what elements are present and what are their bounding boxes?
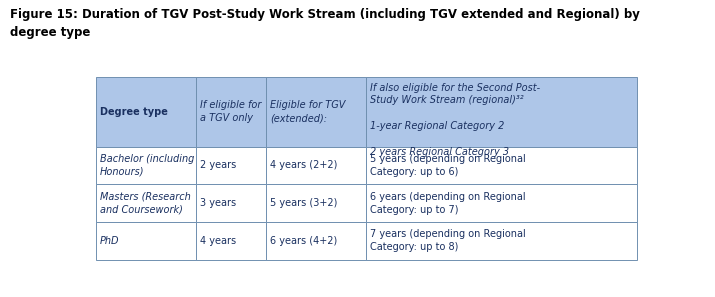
Bar [96, 146, 196, 184]
Bar [267, 77, 366, 146]
Bar [267, 222, 366, 260]
Text: 4 years: 4 years [200, 236, 236, 246]
Text: 3 years: 3 years [200, 198, 236, 208]
Bar [96, 184, 196, 222]
Text: 2 years: 2 years [200, 160, 236, 170]
Text: Bachelor (including
Honours): Bachelor (including Honours) [100, 154, 194, 177]
Bar [366, 77, 637, 146]
Text: 5 years (3+2): 5 years (3+2) [270, 198, 337, 208]
Text: 6 years (depending on Regional
Category: up to 7): 6 years (depending on Regional Category:… [370, 192, 526, 214]
Bar [267, 146, 366, 184]
Bar [196, 77, 267, 146]
Text: degree type: degree type [10, 26, 90, 39]
Bar [196, 146, 267, 184]
Text: Masters (Research
and Coursework): Masters (Research and Coursework) [100, 192, 191, 214]
Text: 6 years (4+2): 6 years (4+2) [270, 236, 337, 246]
Text: 5 years (depending on Regional
Category: up to 6): 5 years (depending on Regional Category:… [370, 154, 526, 177]
Bar [366, 184, 637, 222]
Bar [96, 222, 196, 260]
Bar [196, 184, 267, 222]
Text: 7 years (depending on Regional
Category: up to 8): 7 years (depending on Regional Category:… [370, 230, 526, 252]
Bar [366, 222, 637, 260]
Bar [96, 77, 196, 146]
Text: Eligible for TGV
(extended):: Eligible for TGV (extended): [270, 100, 345, 123]
Bar [267, 184, 366, 222]
Text: Figure 15: Duration of TGV Post-Study Work Stream (including TGV extended and Re: Figure 15: Duration of TGV Post-Study Wo… [10, 8, 640, 21]
Text: If eligible for
a TGV only: If eligible for a TGV only [200, 100, 261, 123]
Text: PhD: PhD [100, 236, 119, 246]
Bar [196, 222, 267, 260]
Bar [366, 146, 637, 184]
Text: If also eligible for the Second Post-
Study Work Stream (regional)³²

1-year Reg: If also eligible for the Second Post- St… [370, 83, 541, 157]
Text: Degree type: Degree type [100, 107, 168, 117]
Text: 4 years (2+2): 4 years (2+2) [270, 160, 337, 170]
